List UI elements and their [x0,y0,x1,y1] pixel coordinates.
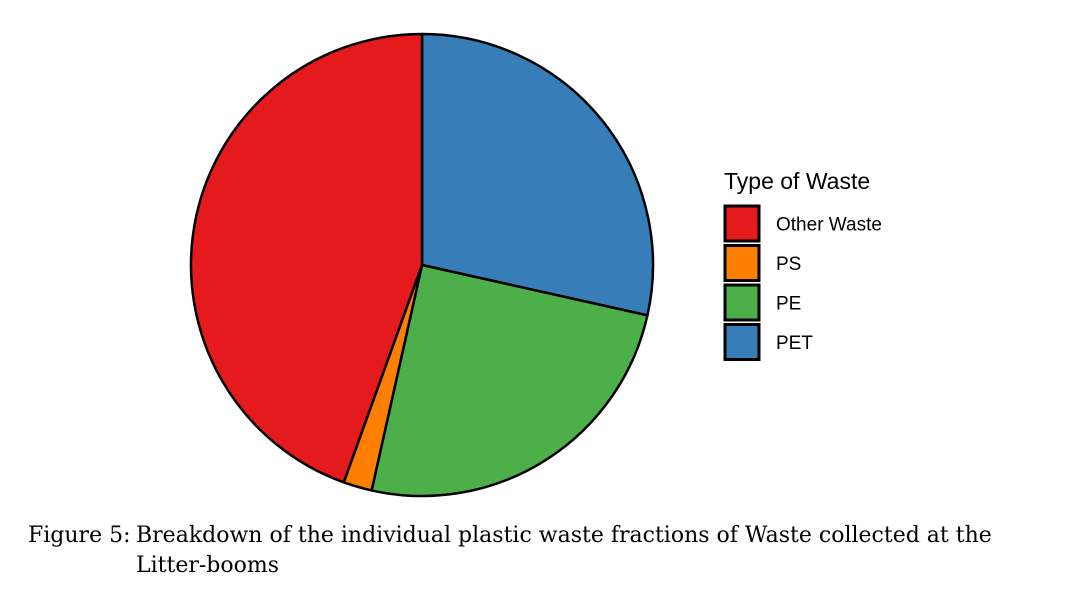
legend: Type of Waste Other Waste PS PE PET [723,168,882,361]
pie-slice-pe [370,263,649,498]
figure-caption: Figure 5: Breakdown of the individual pl… [28,521,1058,578]
legend-swatch-ps [723,244,761,282]
legend-swatch-other-waste [723,204,761,243]
pie-slices [189,32,655,498]
legend-swatch-pe [723,283,761,322]
pie-slice-other-waste [189,32,424,484]
caption-text: Breakdown of the individual plastic wast… [136,523,992,578]
pie-chart: Type of Waste Other Waste PS PE PET [189,32,882,498]
caption-label: Figure 5: [28,523,131,548]
legend-label-pet: PET [776,333,813,354]
legend-label-pe: PE [776,294,801,315]
legend-label-ps: PS [776,254,801,275]
pie-slice-pet [420,32,655,317]
legend-swatch-pet [723,323,761,361]
legend-label-other-waste: Other Waste [776,215,882,236]
legend-title: Type of Waste [724,168,870,194]
